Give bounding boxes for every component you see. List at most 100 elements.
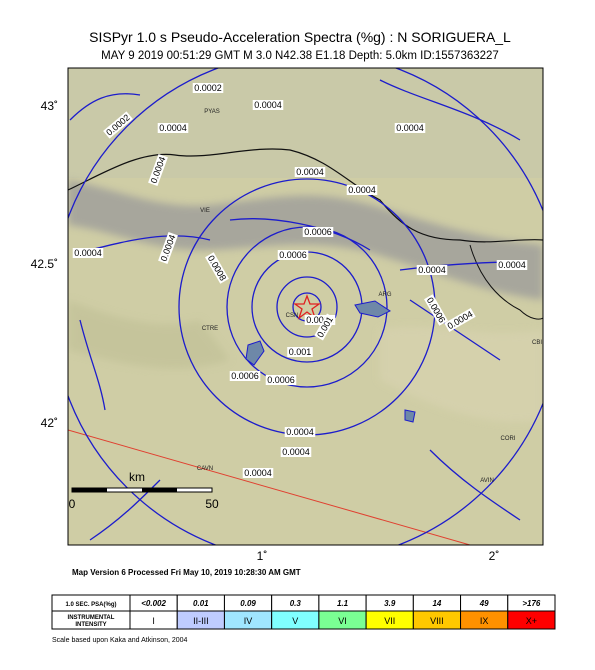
contour-label: 0.0006	[265, 375, 297, 385]
scale-tick: 50	[205, 497, 219, 511]
contour-label: 0.0006	[277, 250, 309, 260]
legend-psa-value: 0.09	[240, 599, 256, 608]
contour-label-bg	[287, 347, 313, 357]
contour-label-text: 0.0004	[418, 265, 446, 275]
legend-psa-value: 3.9	[384, 599, 396, 608]
contour-label-text: 0.0004	[74, 248, 102, 258]
contour-label-bg	[314, 313, 336, 341]
lat-label: 42˚	[41, 416, 58, 430]
place-label: AVIN	[480, 478, 494, 484]
place-label: PYAS	[204, 109, 220, 115]
contour-label: 0.0004	[496, 260, 528, 270]
contour-label: 0.0004	[242, 468, 274, 478]
contour-label: 0.001	[287, 347, 313, 357]
contour-label-bg	[229, 371, 261, 381]
contour-label-bg	[205, 252, 229, 284]
place-label: VIE	[200, 208, 210, 214]
legend-psa-value: 1.1	[337, 599, 349, 608]
contour-label-bg	[72, 248, 104, 258]
contour-label-bg	[304, 315, 336, 325]
subtitle: MAY 9 2019 00:51:29 GMT M 3.0 N42.38 E1.…	[101, 50, 499, 62]
contour-label-bg	[444, 308, 476, 332]
contour-label-text: 0.0006	[279, 250, 307, 260]
contour-label-bg	[157, 123, 189, 133]
contour-label: 0.0006	[302, 227, 334, 237]
scale-bar: km 0 50	[69, 470, 219, 511]
contour-label-text: 0.0004	[296, 167, 324, 177]
contour-label: 0.0004	[72, 248, 104, 258]
contour-label-bg	[496, 260, 528, 270]
contour-label-bg	[284, 427, 316, 437]
contour-label: 0.0004	[294, 167, 326, 177]
scale-note: Scale based upon Kaka and Atkinson, 2004	[52, 637, 188, 644]
legend-intensity-value: II-III	[193, 616, 209, 626]
contour-label-bg	[192, 83, 224, 93]
contour-label: 0.0004	[394, 123, 426, 133]
contour-label-text: 0.0004	[498, 260, 526, 270]
contour-label-bg	[252, 100, 284, 110]
lon-label: 2˚	[489, 549, 500, 563]
contour-label-text: 0.0004	[348, 185, 376, 195]
contour-label-bg	[294, 167, 326, 177]
scale-unit: km	[129, 470, 145, 484]
contour-label-text: 0.0012	[306, 315, 334, 325]
legend-psa-value: <0.002	[141, 599, 166, 608]
title: SISPyr 1.0 s Pseudo-Acceleration Spectra…	[89, 29, 511, 45]
contour-label-text: 0.0004	[396, 123, 424, 133]
place-label: CBI	[532, 340, 542, 346]
legend-intensity-value: IV	[244, 616, 253, 626]
legend-psa-value: 49	[479, 599, 489, 608]
contour-label-text: 0.001	[289, 347, 312, 357]
contour-label: 0.0004	[280, 447, 312, 457]
contour-label-bg	[416, 265, 448, 275]
scale-tick: 0	[69, 497, 76, 511]
contour-label-text: 0.0006	[304, 227, 332, 237]
place-label: ARG	[378, 292, 391, 298]
legend-intensity-value: V	[292, 616, 298, 626]
legend-intensity-value: I	[152, 616, 155, 626]
legend-intensity-value: VII	[384, 616, 395, 626]
legend-intensity-value: IX	[480, 616, 489, 626]
contour-label-text: 0.0004	[254, 100, 282, 110]
legend-intensity-value: X+	[526, 616, 537, 626]
contour-label-text: 0.0004	[286, 427, 314, 437]
contour-label: 0.0004	[284, 427, 316, 437]
contour-label-bg	[280, 447, 312, 457]
contour-label-text: 0.0004	[282, 447, 310, 457]
contour-label-bg	[424, 294, 448, 326]
lat-label: 43˚	[41, 99, 58, 113]
contour-label-text: 0.0006	[231, 371, 259, 381]
contour-label-bg	[103, 111, 133, 139]
place-label: CTRE	[202, 326, 218, 332]
contour-label-bg	[302, 227, 334, 237]
legend-intensity-header: INSTRUMENTAL	[68, 615, 115, 621]
contour-label: 0.0004	[157, 123, 189, 133]
contour-label: 0.0004	[346, 185, 378, 195]
contour-label: 0.0004	[416, 265, 448, 275]
contour-label: 0.0002	[192, 83, 224, 93]
contour-label-bg	[277, 250, 309, 260]
legend-psa-value: 0.3	[290, 599, 302, 608]
legend-psa-header: 1.0 SEC. PSA(%g)	[65, 602, 116, 608]
contour-label-text: 0.0004	[244, 468, 272, 478]
lat-label: 42.5˚	[31, 257, 58, 271]
legend-intensity-cell	[507, 610, 556, 630]
contour-label-bg	[394, 123, 426, 133]
contour-label-bg	[158, 231, 178, 265]
contour-label: 0.0006	[229, 371, 261, 381]
contour-label: 0.0004	[252, 100, 284, 110]
place-label: CSN	[286, 313, 299, 319]
processed-note: Map Version 6 Processed Fri May 10, 2019…	[72, 568, 301, 577]
lon-label: 1˚	[257, 549, 268, 563]
contour-label-text: 0.0002	[194, 83, 222, 93]
legend-intensity-header: INTENSITY	[75, 622, 106, 628]
legend-psa-value: 14	[432, 599, 441, 608]
contour-label-bg	[242, 468, 274, 478]
place-label: CAVN	[197, 466, 213, 472]
contour-label-text: 0.0004	[159, 123, 187, 133]
legend-psa-value: 0.01	[193, 599, 209, 608]
contour-label: 0.0012	[304, 315, 336, 325]
